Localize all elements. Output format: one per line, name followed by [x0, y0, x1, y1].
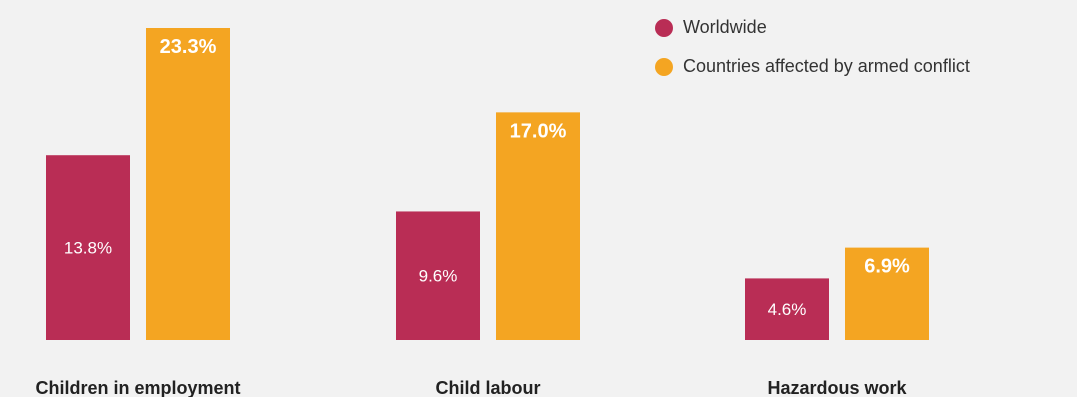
bar-conflict-2	[845, 247, 929, 340]
bar-worldwide-1	[396, 211, 480, 340]
bar-worldwide-2	[745, 278, 829, 340]
legend: Worldwide Countries affected by armed co…	[655, 14, 970, 92]
data-label-conflict-2: 6.9%	[864, 256, 910, 278]
data-label-worldwide-2: 4.6%	[768, 300, 807, 319]
category-label-2: Hazardous work	[767, 378, 907, 397]
bar-worldwide-0	[46, 155, 130, 340]
data-label-conflict-0: 23.3%	[160, 36, 217, 58]
legend-item-conflict: Countries affected by armed conflict	[655, 53, 970, 80]
data-label-conflict-1: 17.0%	[510, 120, 567, 142]
category-label-1: Child labour	[436, 378, 541, 397]
data-label-worldwide-1: 9.6%	[419, 267, 458, 286]
bar-conflict-1	[496, 112, 580, 341]
category-label-0: Children in employment	[35, 378, 240, 397]
bar-conflict-0	[146, 28, 230, 340]
data-label-worldwide-0: 13.8%	[64, 239, 112, 258]
legend-label-conflict: Countries affected by armed conflict	[683, 56, 970, 76]
legend-swatch-worldwide	[655, 18, 673, 37]
legend-swatch-conflict	[655, 57, 673, 76]
legend-item-worldwide: Worldwide	[655, 14, 970, 41]
legend-label-worldwide: Worldwide	[683, 17, 767, 37]
